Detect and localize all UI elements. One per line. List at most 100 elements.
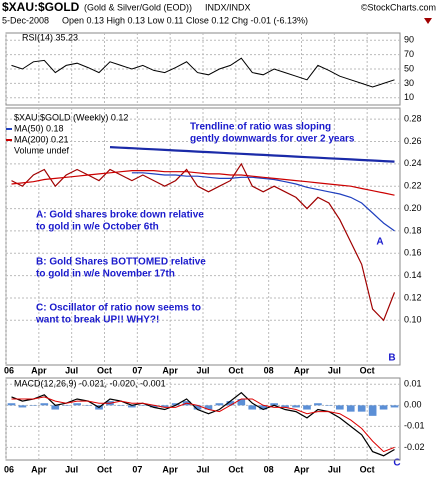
histogram-bar	[138, 405, 147, 406]
legend-entry: Volume undef	[14, 145, 70, 155]
annotation: A: Gold shares broke down relative	[36, 210, 204, 221]
x-tick-label: Jul	[328, 464, 341, 474]
x-tick-label: Apr	[294, 365, 310, 375]
marker-letter: A	[376, 237, 383, 248]
annotation: Trendline of ratio was sloping	[190, 122, 331, 133]
histogram-bar	[390, 405, 399, 408]
description: (Gold & Silver/Gold (EOD))	[84, 2, 192, 12]
y-tick-label: 0.01	[404, 379, 422, 389]
x-tick-label: Jul	[65, 365, 78, 375]
histogram-bar	[215, 403, 224, 406]
histogram-bar	[204, 405, 213, 410]
histogram-bar	[84, 405, 92, 406]
histogram-bar	[314, 403, 322, 406]
histogram-bar	[171, 403, 180, 406]
histogram-bar	[270, 403, 278, 406]
x-tick-label: Apr	[162, 464, 178, 474]
y-tick-label: 10	[404, 92, 414, 102]
histogram-bar	[149, 405, 158, 408]
x-tick-label: Oct	[228, 464, 243, 474]
y-tick-label: -0.01	[404, 421, 425, 431]
series-line	[109, 146, 395, 163]
annotation: to gold in w/e October 6th	[36, 222, 159, 233]
histogram-bar	[51, 405, 60, 410]
y-tick-label: 90	[404, 35, 414, 45]
x-tick-label: Apr	[294, 464, 310, 474]
symbol: $XAU:$GOLD	[2, 0, 80, 14]
x-tick-label: Oct	[360, 365, 375, 375]
y-tick-label: 0.10	[404, 315, 422, 325]
y-tick-label: 0.18	[404, 225, 422, 235]
x-tick-label: 06	[4, 464, 14, 474]
x-tick-label: 07	[132, 464, 142, 474]
x-tick-label: Oct	[228, 365, 243, 375]
down-arrow	[424, 18, 432, 24]
annotation: C: Oscillator of ratio now seems to	[36, 303, 201, 314]
x-tick-label: 06	[4, 365, 14, 375]
y-tick-label: 0.14	[404, 270, 422, 280]
series-line	[131, 172, 395, 232]
x-tick-label: Apr	[31, 464, 47, 474]
x-tick-label: Jul	[65, 464, 78, 474]
histogram-bar	[368, 405, 377, 416]
histogram-bar	[357, 405, 366, 412]
legend: MACD(12,26,9) -0.021, -0.020, -0.001	[14, 378, 166, 388]
x-tick-label: 08	[264, 464, 274, 474]
series-line	[11, 396, 395, 453]
y-tick-label: -0.02	[404, 442, 425, 452]
histogram-bar	[7, 403, 16, 406]
x-tick-label: Apr	[31, 365, 47, 375]
y-tick-label: 30	[404, 78, 414, 88]
annotation: B: Gold Shares BOTTOMED relative	[36, 257, 206, 268]
histogram-bar	[73, 403, 81, 406]
histogram-bar	[40, 403, 49, 406]
histogram-bar	[62, 405, 71, 406]
legend: RSI(14) 35.23	[22, 32, 78, 42]
histogram-bar	[292, 405, 300, 408]
histogram-bar	[29, 405, 38, 406]
y-tick-label: 0.00	[404, 400, 422, 410]
x-tick-label: Jul	[328, 365, 341, 375]
series-line	[11, 170, 395, 196]
legend-entry: MA(200) 0.21	[14, 134, 69, 144]
histogram-bar	[117, 405, 125, 406]
annotation: want to break UP!! WHY?!	[35, 315, 159, 326]
y-tick-label: 0.22	[404, 181, 422, 191]
histogram-bar	[346, 405, 355, 412]
annotation: to gold in w/e November 17th	[36, 269, 175, 280]
histogram-bar	[160, 405, 169, 408]
x-tick-label: Jul	[196, 365, 209, 375]
series-line	[11, 391, 395, 457]
marker-letter: B	[388, 353, 395, 364]
histogram-bar	[226, 401, 235, 406]
y-tick-label: 0.12	[404, 292, 422, 302]
x-tick-label: Oct	[97, 464, 112, 474]
x-tick-label: Oct	[97, 365, 112, 375]
histogram-bar	[18, 405, 27, 408]
exchange: INDX/INDX	[205, 2, 251, 12]
histogram-bar	[193, 405, 202, 410]
y-tick-label: 0.16	[404, 248, 422, 258]
y-tick-label: 70	[404, 49, 414, 59]
marker-letter: C	[393, 458, 400, 469]
legend-entry: MA(50) 0.18	[14, 123, 64, 133]
x-tick-label: Jul	[196, 464, 209, 474]
histogram-bar	[128, 405, 136, 408]
quote: Open 0.13 High 0.13 Low 0.11 Close 0.12 …	[62, 15, 308, 25]
y-tick-label: 0.20	[404, 203, 422, 213]
histogram-bar	[248, 405, 257, 410]
histogram-bar	[303, 405, 311, 410]
x-tick-label: Apr	[162, 365, 178, 375]
x-tick-label: 08	[264, 365, 274, 375]
source: ©StockCharts.com	[361, 2, 436, 12]
date: 5-Dec-2008	[2, 15, 49, 25]
histogram-bar	[237, 399, 246, 406]
annotation: gently downwards for over 2 years	[190, 134, 355, 145]
histogram-bar	[379, 405, 388, 410]
histogram-bar	[281, 405, 289, 408]
x-tick-label: 07	[132, 365, 142, 375]
legend: $XAU:$GOLD (Weekly) 0.12	[14, 112, 128, 122]
y-tick-label: 0.28	[404, 114, 422, 124]
y-tick-label: 0.26	[404, 136, 422, 146]
